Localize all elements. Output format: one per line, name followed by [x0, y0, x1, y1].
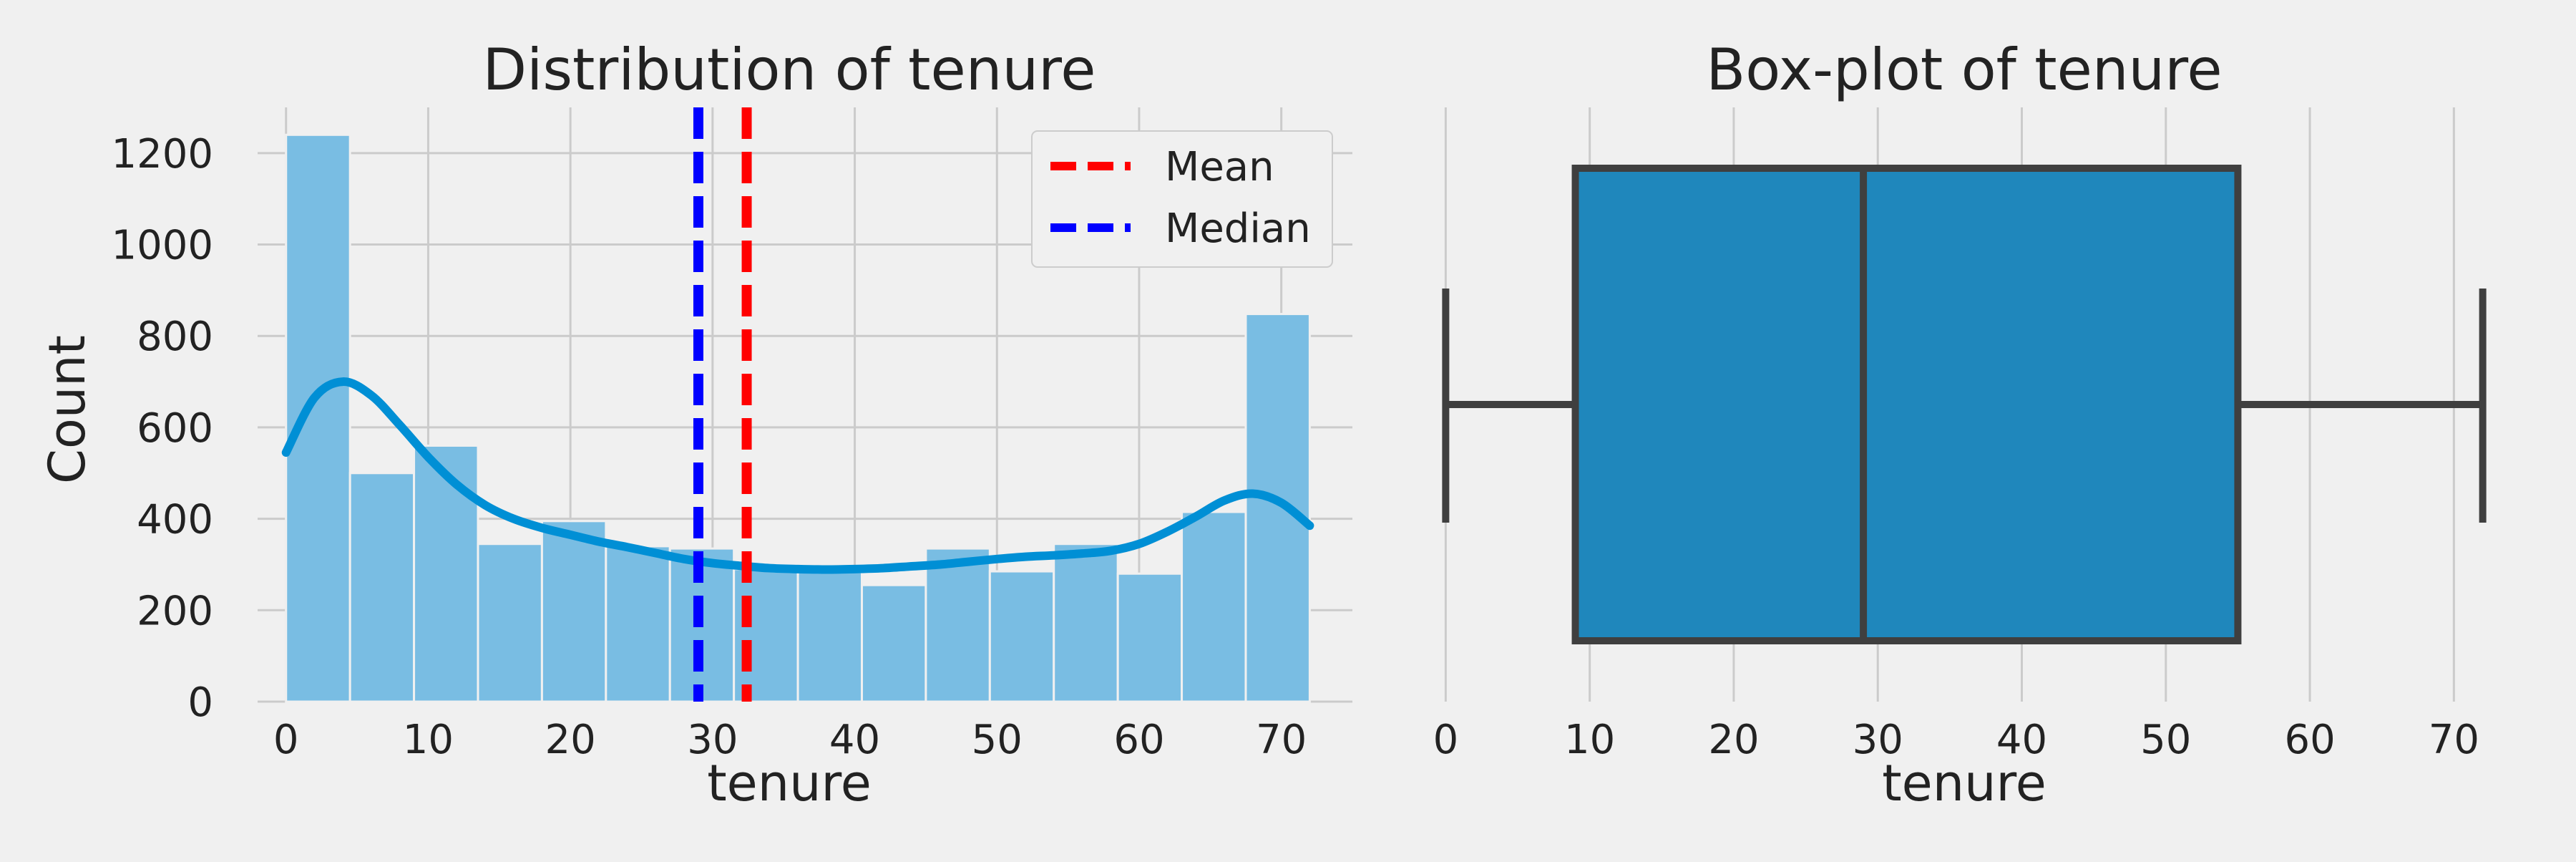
kde-curve-group — [281, 377, 1314, 574]
histogram-panel: 0 10 20 30 40 50 60 70 0 200 400 600 800 1000 1200 Di… — [38, 37, 1352, 813]
histogram-bar — [1244, 313, 1311, 703]
x-tick-label: 70 — [1256, 717, 1307, 763]
histogram-bar — [348, 472, 416, 703]
histogram-bar — [1181, 510, 1247, 703]
y-tick-label: 400 — [137, 497, 213, 543]
boxplot-panel: 0 10 20 30 40 50 60 70 Box-plot of tenure tenur… — [1433, 37, 2487, 813]
histogram-bar — [285, 133, 351, 703]
histogram-bar — [1053, 543, 1119, 703]
x-tick-label: 50 — [972, 717, 1023, 763]
reference-lines — [693, 107, 752, 702]
y-tick-label: 800 — [137, 314, 213, 360]
histogram-bar — [605, 545, 671, 703]
x-tick-label: 0 — [1433, 717, 1459, 763]
y-tick-label: 1200 — [111, 131, 213, 178]
boxplot-title: Box-plot of tenure — [1706, 37, 2222, 103]
x-tick-label: 20 — [1708, 717, 1759, 763]
kde-line — [281, 377, 1314, 574]
boxplot-x-axis-label: tenure — [1882, 754, 2046, 813]
y-tick-label: 600 — [137, 405, 213, 452]
histogram-bar — [924, 547, 991, 703]
boxplot-shapes — [1442, 165, 2487, 644]
legend-median-label: Median — [1165, 205, 1311, 252]
y-tick-label: 1000 — [111, 223, 213, 269]
x-tick-label: 0 — [273, 717, 299, 763]
x-tick-label: 40 — [829, 717, 880, 763]
histogram-y-tick-labels: 0 200 400 600 800 1000 1200 — [111, 131, 213, 726]
histogram-x-tick-labels: 0 10 20 30 40 50 60 70 — [273, 717, 1307, 763]
histogram-bar — [860, 583, 927, 703]
x-tick-label: 10 — [403, 717, 454, 763]
histogram-y-axis-label: Count — [38, 335, 97, 484]
histogram-bar — [733, 568, 799, 703]
boxplot-x-tick-labels: 0 10 20 30 40 50 60 70 — [1433, 717, 2479, 763]
x-tick-label: 20 — [545, 717, 596, 763]
x-tick-label: 40 — [1996, 717, 2047, 763]
x-tick-label: 30 — [1853, 717, 1903, 763]
histogram-bar — [477, 543, 543, 703]
x-tick-label: 10 — [1564, 717, 1615, 763]
histogram-title: Distribution of tenure — [482, 37, 1096, 103]
histogram-x-axis-label: tenure — [707, 754, 872, 813]
legend: Mean Median — [1031, 130, 1333, 268]
x-tick-label: 60 — [2284, 717, 2335, 763]
x-tick-label: 30 — [687, 717, 738, 763]
histogram-bar — [1116, 572, 1184, 703]
histogram-bar — [540, 520, 608, 703]
y-tick-label: 0 — [187, 679, 213, 726]
x-tick-label: 70 — [2429, 717, 2479, 763]
legend-mean-label: Mean — [1165, 144, 1274, 190]
histogram-bar — [413, 444, 479, 703]
x-tick-label: 60 — [1113, 717, 1164, 763]
histogram-bar — [796, 568, 863, 703]
iqr-box — [1571, 165, 2242, 644]
y-tick-label: 200 — [137, 588, 213, 634]
histogram-bar — [988, 570, 1055, 703]
x-tick-label: 50 — [2140, 717, 2191, 763]
